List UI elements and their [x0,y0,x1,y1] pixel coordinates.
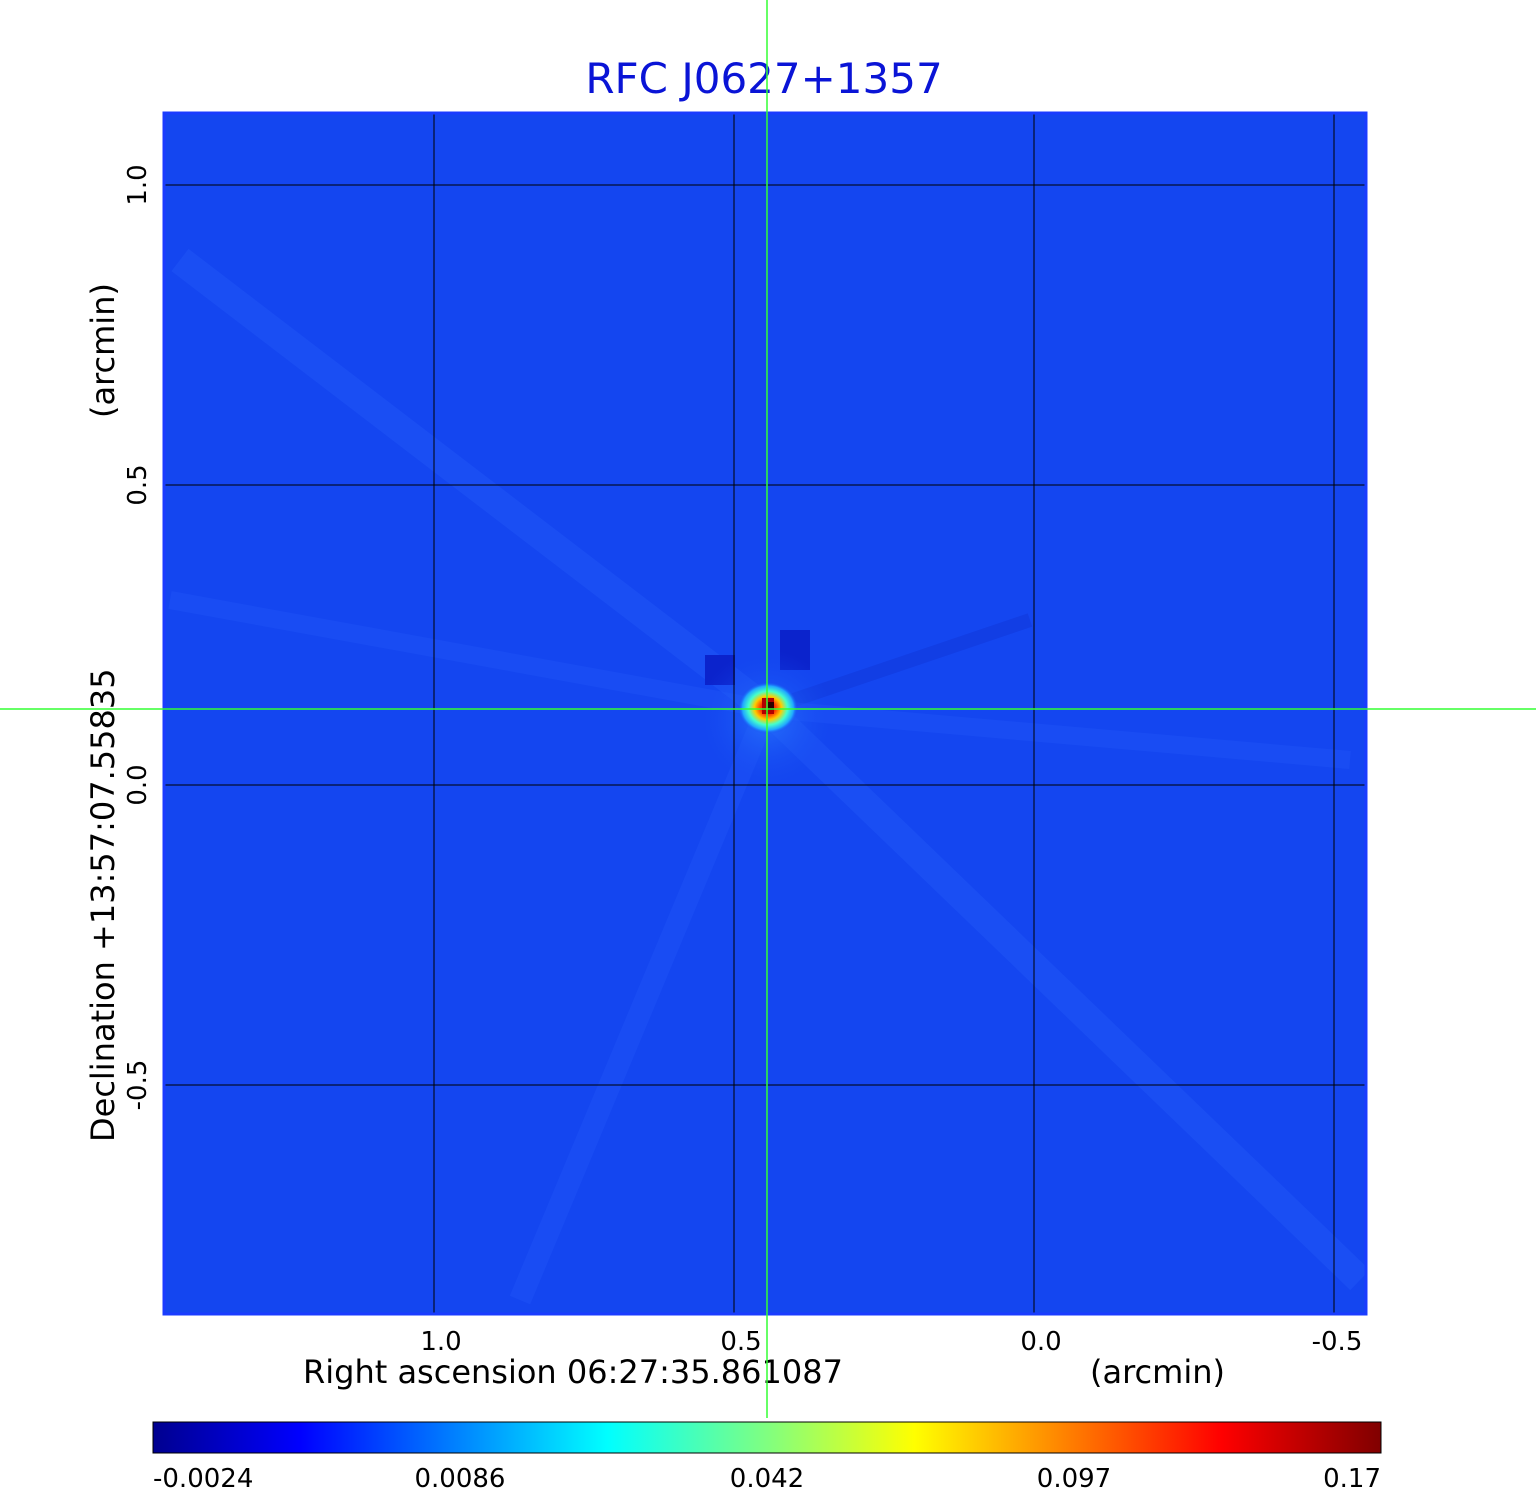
colorbar-tick-label: 0.042 [730,1464,804,1494]
x-tick-label: 0.0 [1020,1327,1061,1357]
x-tick-labels: 1.0 0.5 0.0 -0.5 [420,1327,1362,1357]
colorbar-tick-label: 0.097 [1037,1464,1111,1494]
y-axis-unit: (arcmin) [84,283,122,418]
y-axis-label: Declination +13:57:07.55835 [84,668,122,1142]
colorbar-tick-label: 0.0086 [415,1464,506,1494]
colorbar-tick-label: -0.0024 [153,1464,253,1494]
x-axis-label: Right ascension 06:27:35.861087 [303,1353,843,1391]
colorbar [152,1421,1382,1454]
colorbar-tick-labels: -0.0024 0.0086 0.042 0.097 0.17 [153,1464,1381,1494]
x-tick-label: -0.5 [1312,1327,1363,1357]
radio-source [697,630,837,790]
x-tick-label: 1.0 [420,1327,461,1357]
coordinate-grid [164,113,1366,1314]
y-tick-label: 0.5 [123,464,153,505]
y-tick-label: -0.5 [123,1060,153,1111]
y-tick-label: 0.0 [123,764,153,805]
x-axis-unit: (arcmin) [1090,1353,1225,1391]
y-tick-label: 1.0 [123,164,153,205]
y-tick-labels: 1.0 0.5 0.0 -0.5 [123,164,153,1110]
x-tick-label: 0.5 [720,1327,761,1357]
colorbar-tick-label: 0.17 [1323,1464,1381,1494]
plot-frame [162,111,1368,1316]
image-title: RFC J0627+1357 [585,54,942,103]
